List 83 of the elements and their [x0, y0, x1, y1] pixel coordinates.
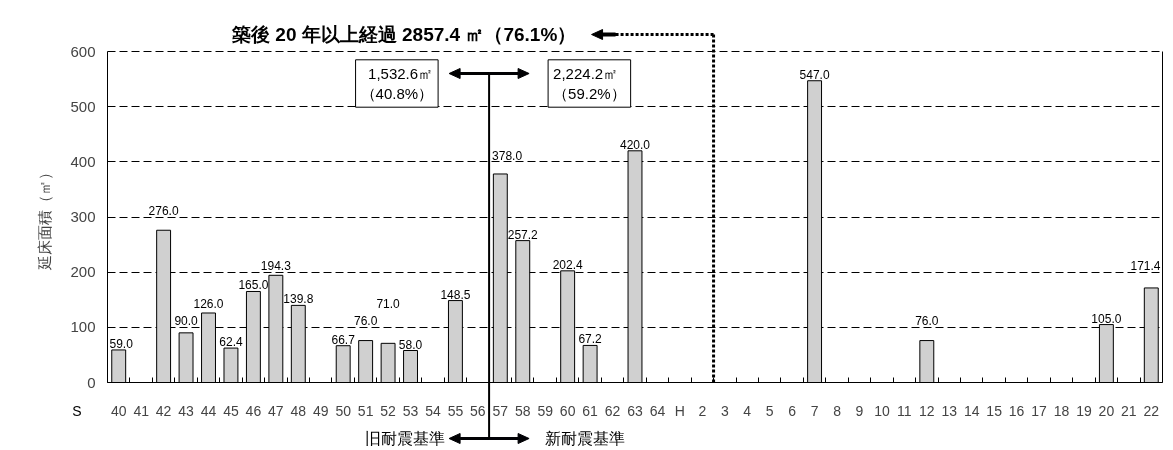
y-tick-label: 200: [70, 263, 96, 281]
x-tick-label: 6: [788, 402, 797, 419]
x-tick-label: 16: [1008, 402, 1025, 419]
x-tick-label: 2: [698, 402, 707, 419]
x-tick-label: 64: [649, 402, 666, 419]
data-label: 194.3: [260, 259, 292, 274]
x-tick-label: 21: [1121, 402, 1137, 419]
data-label: 105.0: [1091, 311, 1122, 326]
text: 旧耐震基準: [365, 430, 446, 447]
x-tick-label: 8: [833, 402, 842, 419]
x-tick-label: 7: [810, 402, 819, 419]
x-tick-label: 18: [1053, 402, 1070, 419]
x-tick-label: 44: [200, 402, 217, 419]
x-tick-label: 58: [514, 402, 531, 419]
data-label: 276.0: [148, 204, 179, 218]
x-tick-label: 47: [268, 402, 284, 419]
y-tick-label: 500: [70, 97, 96, 115]
x-tick-label: 42: [155, 402, 172, 419]
y-tick-label: 0: [87, 373, 96, 391]
data-label: 76.0: [353, 314, 378, 329]
x-tick-label: 62: [604, 402, 621, 419]
x-tick-label: 45: [223, 402, 239, 419]
data-label: 547.0: [799, 67, 830, 82]
x-tick-label: 13: [941, 402, 958, 419]
data-label: 71.0: [376, 297, 401, 312]
x-tick-label: 54: [425, 402, 441, 419]
x-tick-label: 10: [874, 402, 890, 419]
x-tick-label: 52: [380, 402, 397, 419]
data-label: 257.2: [507, 227, 539, 242]
x-tick-label: 56: [470, 402, 486, 419]
data-label: 378.0: [492, 148, 523, 163]
y-tick-label: 100: [70, 318, 96, 336]
x-tick-label: 4: [743, 402, 752, 419]
data-label: 59.0: [109, 336, 134, 351]
x-tick-label: 17: [1031, 402, 1048, 419]
data-label: 67.2: [578, 332, 603, 347]
x-tick-label: 19: [1076, 402, 1092, 419]
y-tick-label: 400: [70, 152, 96, 170]
data-label: 420.0: [619, 137, 651, 152]
data-label: 76.0: [915, 314, 939, 329]
x-tick-label: 14: [963, 402, 980, 419]
y-tick-label: 600: [70, 42, 96, 60]
data-label: 171.4: [1130, 259, 1161, 274]
data-label: 90.0: [174, 314, 199, 329]
x-tick-label: 48: [290, 402, 307, 419]
data-label: 126.0: [193, 297, 224, 312]
data-label: 148.5: [440, 287, 471, 302]
data-label: 66.7: [331, 332, 356, 347]
x-tick-label: 3: [720, 402, 729, 419]
ref-line-label: 築後 20 年以上経過 2857.4 ㎡（76.1%）: [231, 24, 577, 45]
data-label: 165.0: [238, 278, 269, 293]
data-label: 62.4: [219, 335, 243, 350]
annotation: 2,224.2㎡（59.2%）: [553, 64, 626, 103]
annotation: 1,532.6㎡（40.8%）: [360, 64, 434, 103]
x-tick-label: 46: [245, 402, 262, 419]
x-tick-label: 63: [627, 402, 643, 419]
data-label: 202.4: [552, 257, 583, 272]
x-tick-label: 51: [357, 402, 374, 419]
x-tick-label: 49: [312, 402, 329, 419]
x-tick-label: 9: [855, 402, 864, 419]
x-tick-label: 20: [1098, 402, 1115, 419]
x-tick-label: 11: [897, 402, 912, 419]
x-tick-label: 43: [178, 402, 195, 419]
x-tick-label: 61: [582, 402, 599, 419]
x-tick-label: 50: [335, 402, 352, 419]
x-tick-label: 22: [1143, 402, 1160, 419]
data-label: 139.8: [283, 292, 314, 307]
x-tick-label: 40: [110, 402, 127, 419]
x-tick-label: 5: [765, 402, 774, 419]
x-tick-label: 57: [492, 402, 509, 419]
y-axis-title: 延床面積（㎡）: [36, 164, 54, 271]
x-tick-label: 12: [919, 402, 935, 419]
text: 新耐震基準: [545, 430, 626, 447]
x-tick-label: 53: [402, 402, 419, 419]
x-tick-label: 15: [986, 402, 1003, 419]
data-label: 58.0: [398, 337, 423, 352]
y-tick-label: 300: [70, 208, 96, 225]
x-tick-label: H: [674, 402, 685, 419]
x-tick-label: 55: [447, 402, 464, 419]
x-tick-label: 41: [133, 402, 150, 419]
x-tick-label: 59: [537, 402, 554, 419]
x-tick-label: 60: [559, 402, 576, 419]
x-axis-title: S: [72, 402, 82, 419]
